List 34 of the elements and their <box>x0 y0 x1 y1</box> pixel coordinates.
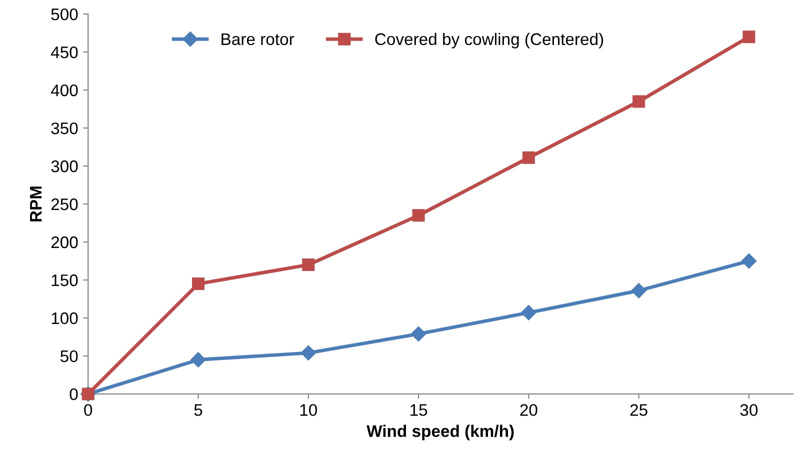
point <box>300 345 316 360</box>
x-tick-label: 15 <box>410 404 428 416</box>
y-tick-label: 350 <box>51 122 78 134</box>
y-tick-label: 400 <box>50 84 78 96</box>
x-axis-title: Wind speed (km/h) <box>366 424 514 440</box>
point <box>302 258 315 272</box>
point <box>412 209 425 222</box>
y-tick-label: 0 <box>70 388 78 400</box>
x-tick-label: 25 <box>630 404 648 416</box>
point <box>631 283 646 298</box>
y-tick-label: 450 <box>50 46 78 58</box>
y-axis-title: RPM <box>30 186 42 222</box>
point <box>741 253 757 269</box>
point <box>522 151 535 164</box>
y-tick-label: 150 <box>52 274 78 286</box>
x-tick-label: 5 <box>194 404 202 416</box>
y-tick-label: 250 <box>51 198 78 210</box>
point <box>632 95 646 108</box>
point <box>192 278 204 290</box>
y-tick-label: 50 <box>60 350 78 362</box>
y-tick-label: 500 <box>51 8 78 20</box>
point <box>410 326 426 342</box>
x-tick-label: 0 <box>84 404 92 416</box>
y-tick-label: 100 <box>52 312 78 324</box>
legend-label: Covered by cowling (Centered) <box>375 32 604 48</box>
y-tick-label: 300 <box>51 160 78 172</box>
x-tick-label: 20 <box>520 404 538 416</box>
x-tick-label: 30 <box>740 404 758 416</box>
point <box>521 305 536 320</box>
point <box>742 30 756 44</box>
point <box>190 352 206 368</box>
x-tick-label: 10 <box>300 404 318 416</box>
y-tick-label: 200 <box>51 236 78 248</box>
legend-label: Bare rotor <box>222 33 294 46</box>
